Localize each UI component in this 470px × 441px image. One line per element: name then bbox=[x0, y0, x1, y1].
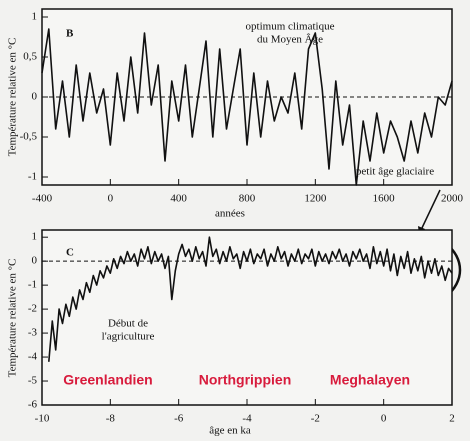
period-label: Meghalayen bbox=[330, 372, 410, 388]
annotation: l'agriculture bbox=[102, 331, 155, 343]
period-label: Northgrippien bbox=[199, 372, 292, 388]
x-axis-label: âge en ka bbox=[209, 425, 251, 437]
x-tick-label: 2000 bbox=[441, 193, 464, 205]
y-tick-label: 0,5 bbox=[23, 51, 37, 63]
y-tick-label: -4 bbox=[28, 351, 38, 363]
x-tick-label: 400 bbox=[170, 193, 187, 205]
x-tick-label: -10 bbox=[35, 413, 50, 425]
x-tick-label: 800 bbox=[239, 193, 256, 205]
panel-label: C bbox=[66, 247, 74, 259]
x-tick-label: 1600 bbox=[373, 193, 396, 205]
y-tick-label: 1 bbox=[32, 11, 38, 23]
y-tick-label: -2 bbox=[28, 303, 37, 315]
data-line bbox=[41, 28, 453, 186]
annotation: Début de bbox=[108, 318, 148, 330]
y-tick-label: -5 bbox=[28, 375, 38, 387]
arrow bbox=[420, 189, 441, 231]
x-tick-label: -8 bbox=[106, 413, 116, 425]
y-tick-label: 0 bbox=[32, 91, 38, 103]
y-tick-label: -3 bbox=[28, 327, 38, 339]
x-tick-label: 0 bbox=[381, 413, 387, 425]
x-tick-label: 2 bbox=[449, 413, 455, 425]
x-tick-label: -2 bbox=[311, 413, 320, 425]
x-tick-label: 1200 bbox=[304, 193, 327, 205]
period-label: Greenlandien bbox=[63, 372, 152, 388]
y-tick-label: -0,5 bbox=[20, 131, 38, 143]
y-tick-label: 0 bbox=[32, 255, 38, 267]
data-line bbox=[48, 236, 453, 362]
x-axis-label: années bbox=[215, 208, 245, 220]
y-axis-label: Température relative en °C bbox=[7, 38, 19, 157]
y-tick-label: 1 bbox=[32, 231, 38, 243]
y-tick-label: -1 bbox=[28, 171, 37, 183]
y-tick-label: -1 bbox=[28, 279, 37, 291]
y-axis-label: Température relative en °C bbox=[7, 259, 19, 378]
annotation: petit âge glaciaire bbox=[356, 166, 434, 178]
x-tick-label: -400 bbox=[32, 193, 53, 205]
x-tick-label: -4 bbox=[242, 413, 252, 425]
x-tick-label: 0 bbox=[108, 193, 114, 205]
panel-label: B bbox=[66, 28, 74, 40]
y-tick-label: -6 bbox=[28, 399, 38, 411]
annotation: du Moyen Âge bbox=[257, 34, 323, 46]
x-tick-label: -6 bbox=[174, 413, 184, 425]
annotation: optimum climatique bbox=[246, 21, 335, 33]
